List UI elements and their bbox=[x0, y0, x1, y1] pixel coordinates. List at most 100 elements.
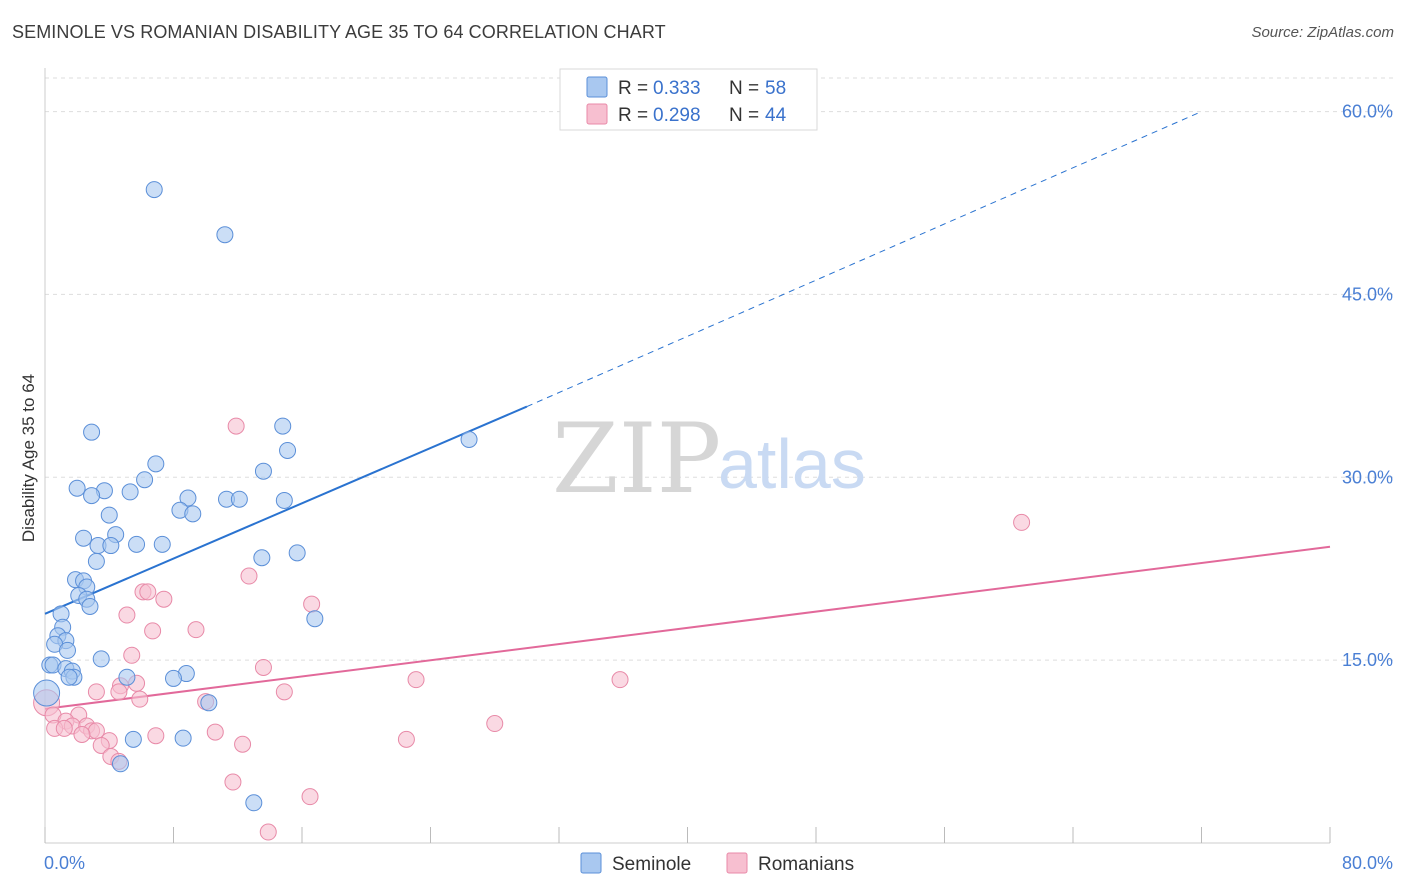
point-seminole-8 bbox=[136, 471, 154, 489]
trend-lines bbox=[44, 111, 1331, 710]
watermark-atlas: atlas bbox=[718, 425, 866, 503]
point-seminole-27 bbox=[288, 544, 306, 562]
point-seminole-52 bbox=[33, 679, 61, 707]
legend-n-label-romanians: N = bbox=[729, 105, 764, 126]
point-romanians-43 bbox=[259, 823, 277, 841]
point-seminole-41 bbox=[58, 641, 76, 659]
legend-r-value-romanians: 0.298 bbox=[653, 105, 701, 126]
point-seminole-25 bbox=[153, 535, 171, 553]
legend-n-value-seminole: 58 bbox=[765, 78, 786, 99]
bottom-legend-swatch-seminole bbox=[580, 852, 602, 874]
chart-title: SEMINOLE VS ROMANIAN DISABILITY AGE 35 T… bbox=[12, 22, 666, 42]
point-seminole-51 bbox=[165, 669, 182, 687]
point-romanians-10 bbox=[123, 646, 141, 664]
point-seminole-11 bbox=[121, 483, 139, 501]
trendline-seminole bbox=[44, 405, 528, 615]
point-seminole-15 bbox=[230, 490, 248, 508]
point-seminole-23 bbox=[102, 537, 120, 555]
x-tick-label-max: 80.0% bbox=[1342, 853, 1393, 873]
point-romanians-25 bbox=[486, 715, 504, 733]
point-seminole-19 bbox=[100, 506, 118, 524]
legend-r-value-seminole: 0.333 bbox=[653, 78, 701, 99]
legend-n-label-seminole: N = bbox=[729, 78, 764, 99]
data-points bbox=[33, 181, 1031, 841]
point-romanians-0 bbox=[227, 417, 245, 435]
point-romanians-13 bbox=[611, 671, 629, 689]
point-romanians-37 bbox=[92, 736, 110, 754]
stats-legend: R = 0.333 N = 58 R = 0.298 N = 44 bbox=[559, 68, 818, 131]
bottom-legend-label-seminole: Seminole bbox=[612, 854, 691, 875]
point-seminole-28 bbox=[87, 552, 105, 570]
point-romanians-1 bbox=[1013, 513, 1031, 531]
watermark: ZIP atlas bbox=[552, 403, 866, 515]
point-romanians-16 bbox=[87, 683, 105, 701]
bottom-legend-swatch-romanians bbox=[726, 852, 748, 874]
point-seminole-42 bbox=[92, 650, 110, 668]
point-seminole-16 bbox=[275, 491, 293, 509]
source-credit: Source: ZipAtlas.com bbox=[1251, 24, 1394, 41]
point-seminole-18 bbox=[184, 505, 202, 523]
point-romanians-8 bbox=[187, 621, 205, 639]
point-romanians-2 bbox=[240, 567, 258, 585]
x-tick-label-min: 0.0% bbox=[44, 853, 85, 873]
point-romanians-34 bbox=[147, 727, 165, 745]
point-seminole-2 bbox=[274, 417, 292, 435]
point-seminole-49 bbox=[118, 668, 136, 686]
y-tick-label-60: 60.0% bbox=[1342, 102, 1393, 122]
y-tick-label-30: 30.0% bbox=[1342, 467, 1393, 487]
tick-labels: 15.0% 30.0% 45.0% 60.0% 0.0% 80.0% bbox=[44, 102, 1393, 873]
series-legend: Seminole Romanians bbox=[580, 852, 854, 875]
point-seminole-7 bbox=[254, 462, 272, 480]
point-romanians-32 bbox=[73, 726, 91, 744]
point-seminole-3 bbox=[83, 423, 101, 441]
point-seminole-34 bbox=[81, 598, 99, 616]
point-seminole-24 bbox=[128, 535, 146, 553]
point-romanians-19 bbox=[131, 690, 149, 708]
legend-n-value-romanians: 44 bbox=[765, 105, 787, 126]
point-romanians-41 bbox=[224, 773, 242, 791]
bottom-legend-label-romanians: Romanians bbox=[758, 854, 854, 875]
point-seminole-36 bbox=[306, 610, 324, 628]
legend-r-label-romanians: R = bbox=[618, 105, 653, 126]
point-seminole-6 bbox=[147, 455, 165, 473]
y-tick-label-15: 15.0% bbox=[1342, 650, 1393, 670]
point-seminole-26 bbox=[253, 549, 271, 567]
legend-swatch-romanians bbox=[586, 103, 608, 125]
point-seminole-1 bbox=[216, 226, 234, 244]
point-seminole-12 bbox=[83, 487, 101, 505]
point-seminole-54 bbox=[124, 730, 142, 748]
legend-swatch-seminole bbox=[586, 76, 608, 98]
point-romanians-18 bbox=[275, 683, 293, 701]
point-romanians-42 bbox=[301, 788, 319, 806]
point-seminole-55 bbox=[174, 729, 192, 747]
point-romanians-11 bbox=[254, 658, 272, 676]
trendline-seminole-extension bbox=[526, 111, 1202, 408]
point-romanians-17 bbox=[110, 683, 128, 701]
point-seminole-53 bbox=[200, 694, 218, 712]
y-tick-label-45: 45.0% bbox=[1342, 284, 1393, 304]
trendline-romanians bbox=[44, 545, 1331, 710]
point-romanians-9 bbox=[144, 622, 162, 640]
point-seminole-21 bbox=[75, 529, 93, 547]
point-romanians-38 bbox=[234, 735, 252, 753]
point-seminole-0 bbox=[145, 181, 163, 199]
point-romanians-33 bbox=[206, 723, 224, 741]
point-seminole-56 bbox=[111, 755, 129, 773]
legend-r-label-seminole: R = bbox=[618, 78, 653, 99]
point-seminole-13 bbox=[179, 489, 197, 507]
point-romanians-12 bbox=[407, 671, 425, 689]
point-romanians-3 bbox=[303, 595, 321, 613]
point-seminole-9 bbox=[68, 479, 86, 497]
point-romanians-5 bbox=[139, 583, 157, 601]
point-romanians-29 bbox=[55, 719, 73, 737]
watermark-zip: ZIP bbox=[552, 403, 721, 515]
point-seminole-5 bbox=[279, 441, 297, 459]
point-romanians-35 bbox=[397, 730, 415, 748]
point-romanians-6 bbox=[155, 590, 173, 608]
axes bbox=[44, 68, 1331, 844]
point-seminole-48 bbox=[60, 668, 78, 686]
point-seminole-4 bbox=[460, 430, 478, 448]
point-seminole-57 bbox=[245, 794, 263, 812]
point-romanians-7 bbox=[118, 606, 136, 624]
